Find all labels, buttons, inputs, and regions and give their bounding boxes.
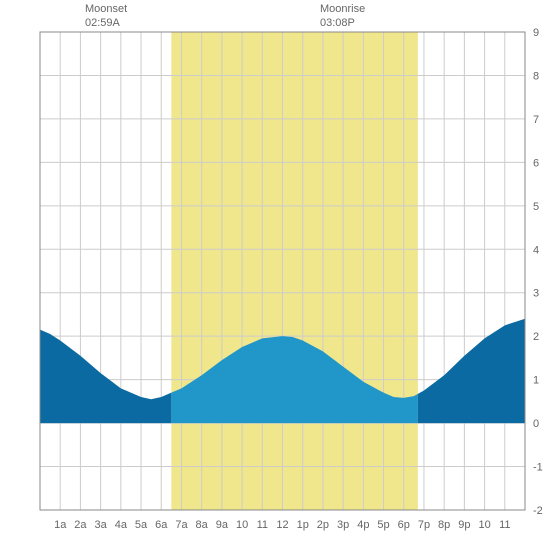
daylight-band bbox=[171, 32, 418, 510]
x-tick-label: 10 bbox=[478, 519, 490, 531]
x-tick-label: 1p bbox=[297, 519, 309, 531]
x-tick-label: 11 bbox=[257, 519, 268, 531]
y-tick-label: 8 bbox=[533, 70, 539, 82]
x-tick-label: 2a bbox=[74, 519, 87, 531]
x-tick-label: 10 bbox=[236, 519, 248, 531]
tide-chart: Moonset 02:59A Moonrise 03:08P -2-101234… bbox=[0, 0, 550, 550]
x-tick-label: 1a bbox=[54, 519, 67, 531]
moonrise-label: Moonrise 03:08P bbox=[320, 2, 365, 31]
y-tick-label: -1 bbox=[533, 462, 543, 474]
y-tick-label: 9 bbox=[533, 27, 539, 39]
chart-svg: -2-101234567891a2a3a4a5a6a7a8a9a1011121p… bbox=[0, 0, 550, 550]
y-tick-label: 5 bbox=[533, 201, 539, 213]
x-tick-label: 6a bbox=[155, 519, 168, 531]
x-tick-label: 7a bbox=[175, 519, 188, 531]
x-tick-label: 4a bbox=[115, 519, 128, 531]
grid bbox=[40, 32, 525, 510]
moonset-time: 02:59A bbox=[85, 17, 120, 29]
moonrise-title: Moonrise bbox=[320, 3, 365, 15]
x-tick-label: 7p bbox=[418, 519, 430, 531]
x-tick-label: 11 bbox=[499, 519, 510, 531]
x-tick-label: 4p bbox=[357, 519, 369, 531]
moonrise-time: 03:08P bbox=[320, 17, 355, 29]
tide-area-night-2 bbox=[418, 319, 525, 423]
tide-area-night-1 bbox=[40, 330, 171, 423]
x-tick-label: 5a bbox=[135, 519, 148, 531]
y-tick-label: 6 bbox=[533, 157, 539, 169]
y-tick-label: 2 bbox=[533, 331, 539, 343]
x-tick-label: 9a bbox=[216, 519, 229, 531]
x-tick-label: 12 bbox=[276, 519, 288, 531]
x-tick-label: 9p bbox=[458, 519, 470, 531]
x-tick-label: 2p bbox=[317, 519, 329, 531]
x-tick-label: 8a bbox=[196, 519, 209, 531]
y-tick-label: 7 bbox=[533, 114, 539, 126]
x-tick-label: 3p bbox=[337, 519, 349, 531]
y-tick-label: 0 bbox=[533, 418, 539, 430]
x-tick-label: 8p bbox=[438, 519, 450, 531]
y-tick-label: 4 bbox=[533, 244, 539, 256]
x-tick-label: 3a bbox=[95, 519, 108, 531]
x-tick-label: 5p bbox=[377, 519, 389, 531]
y-tick-label: 1 bbox=[533, 375, 539, 387]
y-tick-label: 3 bbox=[533, 288, 539, 300]
moonset-label: Moonset 02:59A bbox=[85, 2, 127, 31]
moonset-title: Moonset bbox=[85, 3, 127, 15]
x-tick-label: 6p bbox=[398, 519, 410, 531]
y-tick-label: -2 bbox=[533, 505, 543, 517]
